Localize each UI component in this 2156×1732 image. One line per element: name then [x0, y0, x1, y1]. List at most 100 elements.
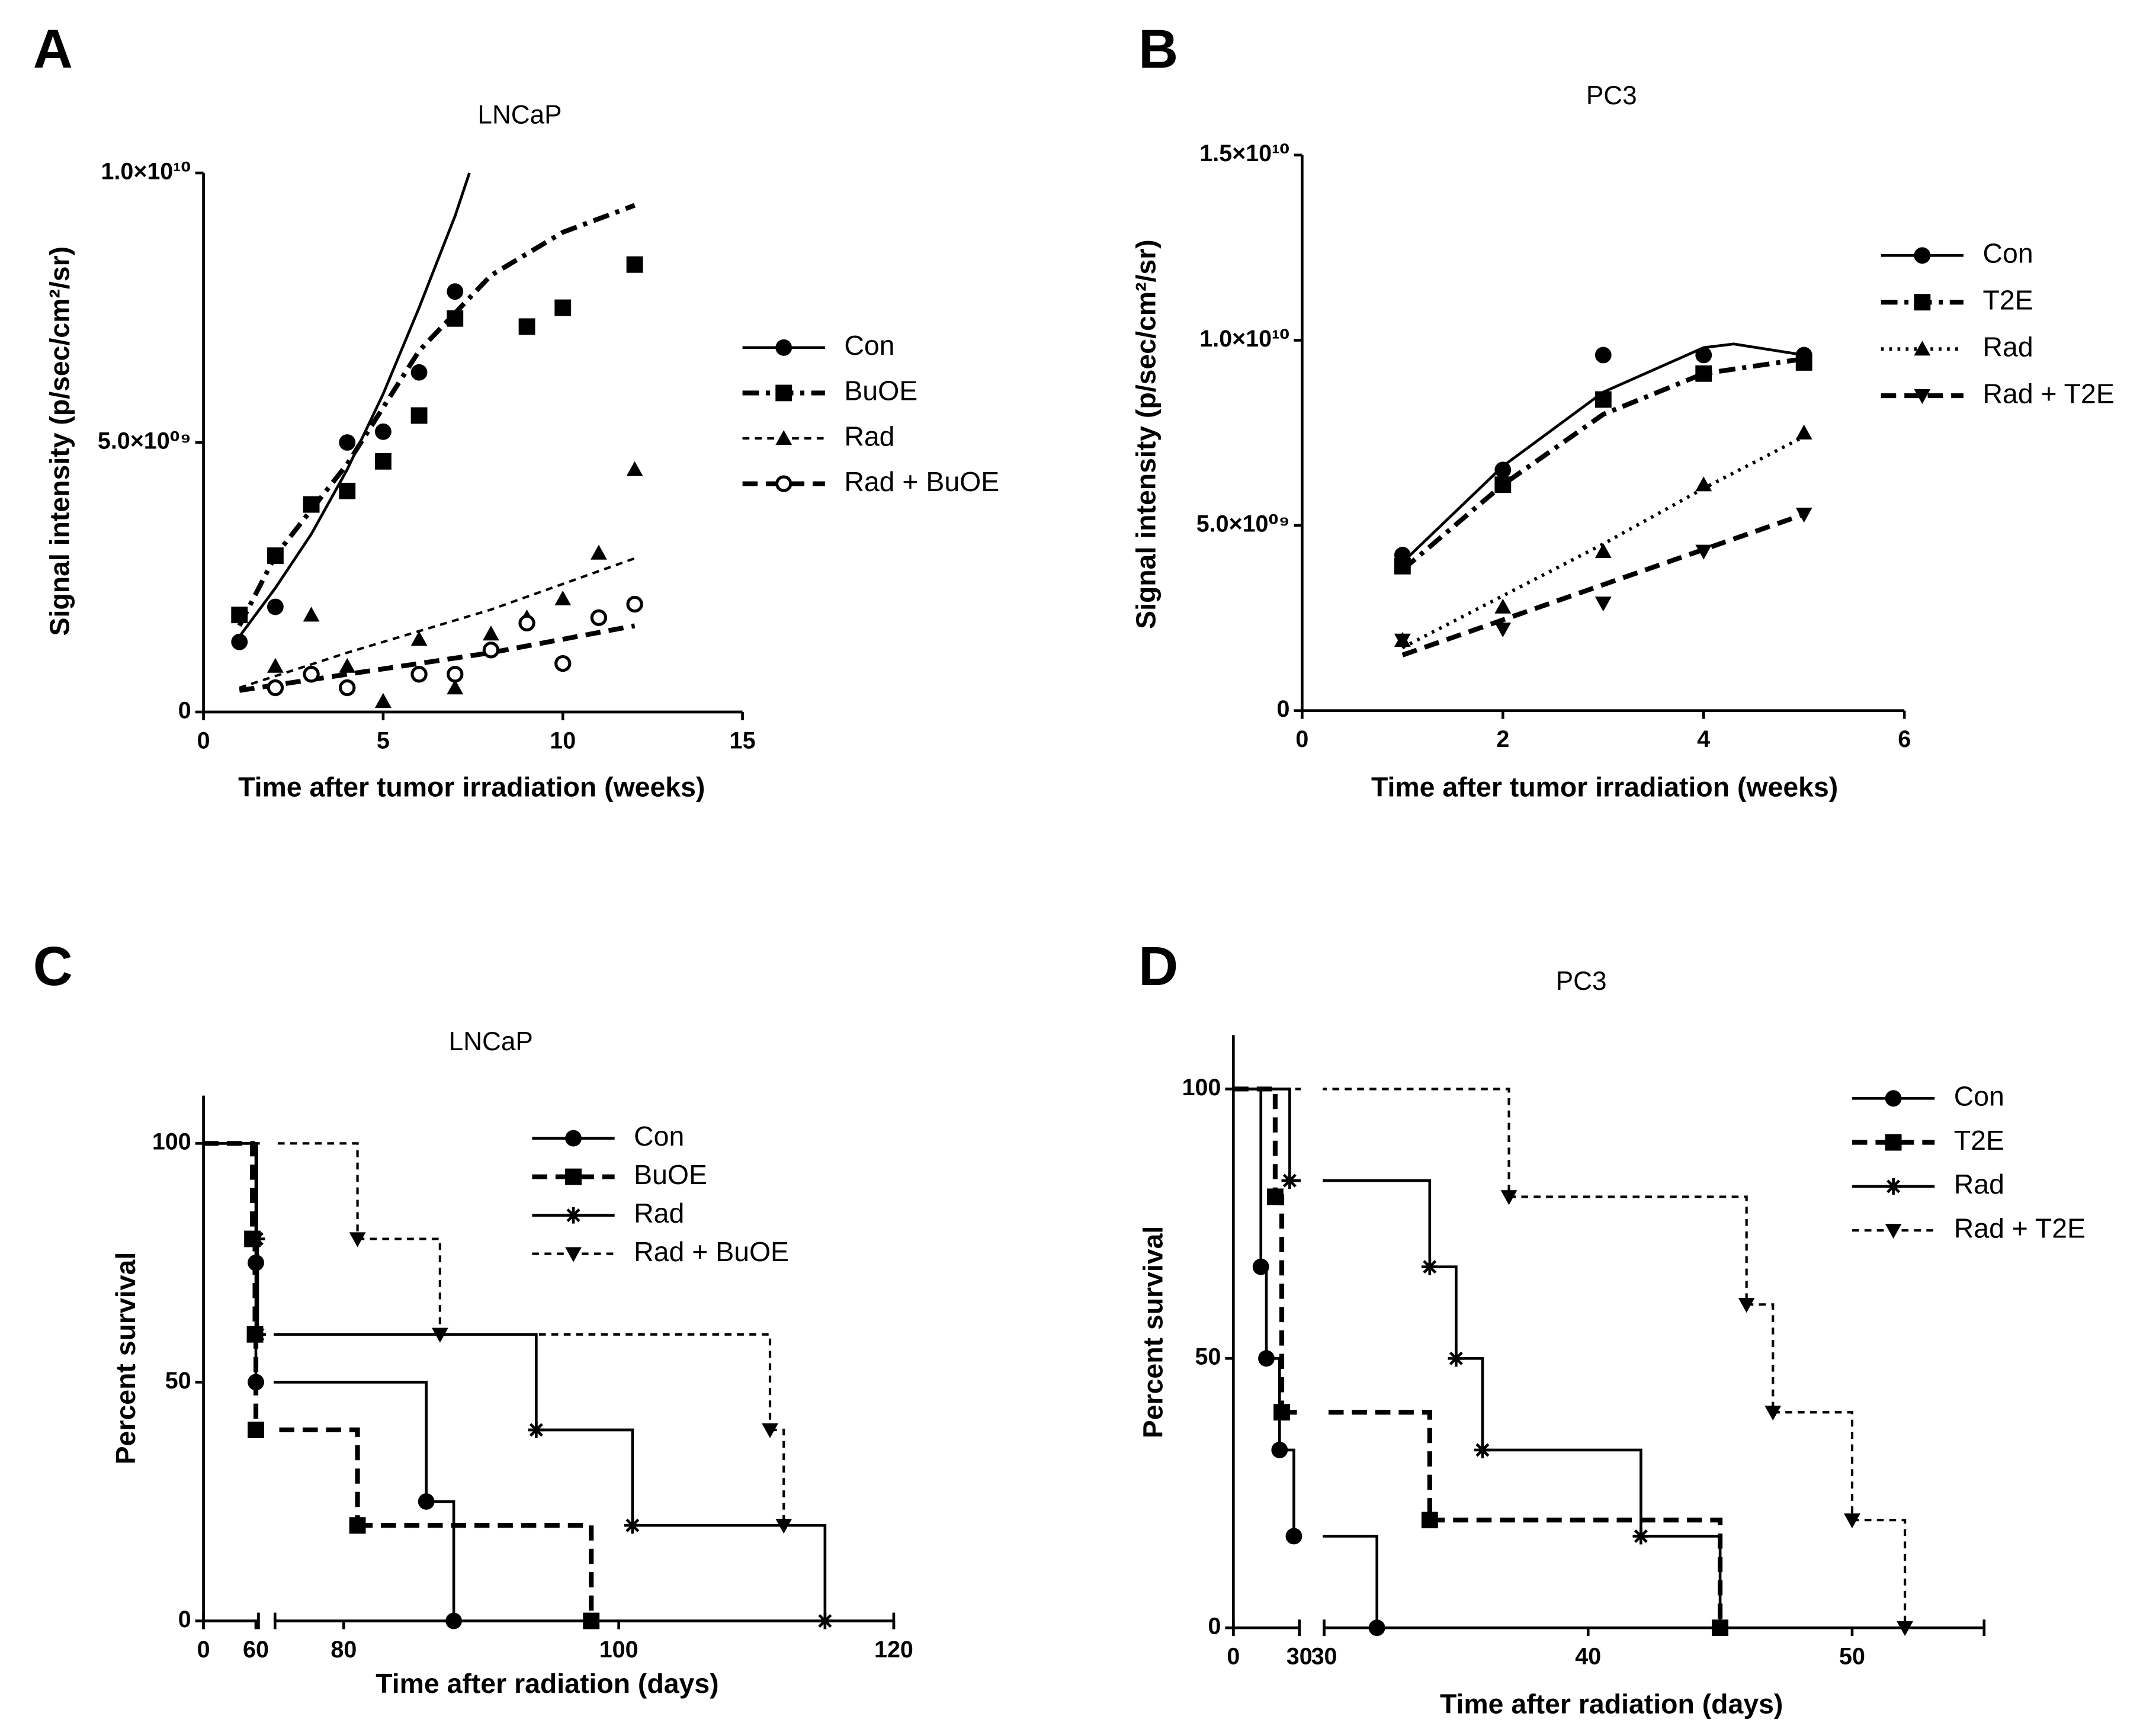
marker — [1394, 557, 1411, 575]
step — [536, 1428, 634, 1526]
step — [426, 1500, 455, 1621]
chart-title: LNCaP — [449, 1027, 533, 1056]
x-tick-label: 40 — [1575, 1644, 1601, 1670]
y-tick-label: 0 — [178, 697, 191, 723]
marker — [1273, 1404, 1290, 1421]
x-tick-label: 0 — [1227, 1644, 1240, 1670]
marker — [410, 364, 428, 381]
marker — [1594, 347, 1612, 364]
marker — [565, 1207, 582, 1224]
marker — [447, 310, 464, 327]
step — [1233, 1088, 1510, 1197]
x-tick-label: 30 — [1311, 1644, 1337, 1670]
marker — [1844, 1513, 1860, 1529]
marker — [1914, 294, 1931, 311]
y-tick-label: 100 — [1182, 1075, 1221, 1101]
marker — [775, 1519, 793, 1534]
marker — [1394, 633, 1411, 649]
marker — [1695, 347, 1712, 364]
legend-label: Rad + BuOE — [844, 466, 999, 497]
marker — [231, 633, 248, 650]
marker — [1885, 1224, 1902, 1239]
step — [257, 1333, 538, 1430]
step — [1456, 1356, 1484, 1450]
x-tick-label: 50 — [1839, 1644, 1865, 1670]
step — [1509, 1195, 1748, 1305]
chart-title: PC3 — [1586, 81, 1637, 110]
marker — [303, 496, 320, 513]
step — [1289, 1179, 1432, 1267]
y-tick-label: 5.0×10⁰⁹ — [98, 428, 191, 454]
marker — [1712, 1619, 1729, 1636]
marker — [339, 657, 356, 673]
x-tick-label: 0 — [197, 727, 210, 753]
marker — [1494, 476, 1512, 493]
marker — [762, 1423, 778, 1438]
step — [1429, 1265, 1458, 1359]
marker — [1695, 544, 1712, 560]
marker — [339, 679, 356, 697]
marker — [374, 453, 392, 470]
step — [1773, 1411, 1854, 1521]
legend-label: T2E — [1983, 284, 2033, 315]
x-axis-label: Time after radiation (days) — [376, 1668, 718, 1699]
marker — [267, 547, 284, 564]
x-tick-label: 60 — [243, 1637, 269, 1663]
marker — [1421, 1258, 1438, 1275]
legend-label: BuOE — [634, 1159, 707, 1190]
marker — [775, 339, 793, 356]
fit-line — [237, 203, 636, 627]
marker — [1914, 341, 1931, 356]
marker — [626, 256, 643, 273]
marker — [267, 598, 284, 615]
marker — [1795, 508, 1812, 523]
survival-curve — [1233, 1088, 1722, 1628]
fit-line — [239, 557, 636, 689]
legend-label: Rad — [844, 421, 894, 451]
x-tick-label: 120 — [874, 1637, 913, 1663]
x-tick-label: 2 — [1496, 726, 1509, 752]
marker — [447, 679, 464, 695]
y-tick-label: 1.0×10¹⁰ — [101, 158, 191, 184]
legend-label: Con — [1983, 238, 2033, 269]
x-tick-label: 30 — [1286, 1644, 1313, 1670]
marker — [248, 1230, 265, 1247]
step — [632, 1523, 827, 1621]
marker — [374, 423, 392, 440]
x-axis-label: Time after tumor irradiation (weeks) — [238, 771, 705, 802]
y-tick-label: 5.0×10⁰⁹ — [1196, 511, 1290, 537]
marker — [482, 642, 500, 659]
step — [256, 1237, 259, 1335]
fit-line — [1401, 512, 1805, 657]
step — [439, 1333, 772, 1430]
step — [770, 1428, 785, 1526]
marker — [1695, 476, 1712, 492]
marker — [1885, 1178, 1902, 1195]
marker — [1285, 1528, 1302, 1545]
marker — [1764, 1406, 1782, 1421]
legend-label: Rad — [1954, 1169, 2004, 1199]
marker — [1594, 543, 1612, 558]
marker — [1738, 1298, 1755, 1313]
legend-label: BuOE — [844, 376, 917, 406]
panel-label: B — [1138, 18, 1178, 80]
marker — [1494, 622, 1512, 638]
y-tick-label: 0 — [1208, 1613, 1221, 1639]
survival-curve — [1233, 1088, 1907, 1628]
marker — [1695, 365, 1712, 382]
marker — [554, 655, 572, 672]
survival-curve — [203, 1141, 455, 1621]
marker — [565, 1168, 582, 1185]
step — [1641, 1535, 1722, 1628]
marker — [231, 607, 248, 624]
marker — [583, 1612, 600, 1630]
marker — [518, 318, 535, 335]
marker — [303, 607, 320, 622]
marker — [1271, 1441, 1288, 1458]
legend-label: T2E — [1954, 1125, 2004, 1156]
marker — [248, 1422, 264, 1438]
marker — [565, 1130, 582, 1147]
step — [1233, 1088, 1263, 1267]
marker — [1897, 1621, 1914, 1636]
step — [357, 1523, 594, 1621]
